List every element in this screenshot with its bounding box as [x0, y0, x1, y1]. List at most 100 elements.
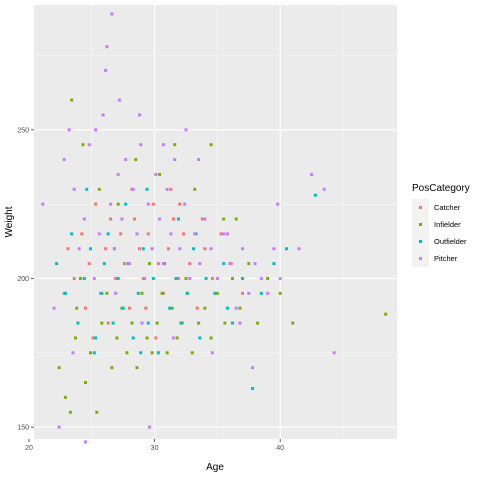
data-point-outfielder: [121, 306, 125, 310]
data-point-pitcher: [198, 262, 202, 266]
data-point-pitcher: [188, 276, 192, 280]
data-point-infielder: [158, 172, 162, 176]
data-point-outfielder: [146, 321, 150, 325]
data-point-pitcher: [104, 68, 108, 72]
data-point-infielder: [89, 351, 93, 355]
data-point-pitcher: [228, 262, 232, 266]
data-point-catcher: [114, 276, 118, 280]
data-point-outfielder: [204, 276, 208, 280]
data-point-outfielder: [136, 291, 140, 295]
data-point-outfielder: [185, 291, 189, 295]
legend-swatch-catcher: [419, 206, 422, 209]
plot-panel: [34, 5, 397, 439]
data-point-infielder: [115, 336, 119, 340]
data-point-pitcher: [183, 202, 187, 206]
data-point-infielder: [384, 312, 388, 316]
x-axis-title: Age: [206, 462, 224, 473]
data-point-infielder: [155, 321, 159, 325]
legend-title: PosCategory: [412, 183, 470, 194]
data-point-pitcher: [146, 202, 150, 206]
data-point-outfielder: [222, 262, 226, 266]
data-point-infielder: [100, 321, 104, 325]
data-point-infielder: [190, 351, 194, 355]
data-point-infielder: [110, 366, 114, 370]
data-point-pitcher: [67, 128, 71, 132]
data-point-infielder: [105, 291, 109, 295]
data-point-pitcher: [322, 187, 326, 191]
data-point-pitcher: [276, 202, 280, 206]
data-point-infielder: [203, 306, 207, 310]
data-point-outfielder: [168, 306, 172, 310]
data-point-infielder: [145, 336, 149, 340]
data-point-pitcher: [253, 262, 257, 266]
data-point-pitcher: [101, 113, 105, 117]
data-points: [41, 12, 388, 444]
legend-label-infielder: Infielder: [434, 220, 461, 229]
y-axis: 150 200 250: [17, 127, 34, 432]
data-point-pitcher: [92, 276, 96, 280]
data-point-outfielder: [89, 247, 93, 251]
data-point-pitcher: [143, 276, 147, 280]
data-point-pitcher: [165, 187, 169, 191]
legend-swatch-pitcher: [419, 257, 422, 260]
data-point-outfielder: [100, 291, 104, 295]
data-point-pitcher: [247, 291, 251, 295]
data-point-pitcher: [83, 440, 87, 444]
data-point-catcher: [91, 336, 95, 340]
data-point-catcher: [166, 247, 170, 251]
data-point-infielder: [209, 143, 213, 147]
data-point-infielder: [197, 321, 201, 325]
data-point-pitcher: [310, 172, 314, 176]
data-point-outfielder: [251, 386, 255, 390]
data-point-catcher: [87, 262, 91, 266]
data-point-outfielder: [198, 336, 202, 340]
data-point-catcher: [176, 276, 180, 280]
data-point-catcher: [83, 306, 87, 310]
data-point-pitcher: [278, 276, 282, 280]
data-point-outfielder: [111, 321, 115, 325]
data-point-pitcher: [94, 128, 98, 132]
data-point-pitcher: [209, 247, 213, 251]
data-point-pitcher: [127, 262, 131, 266]
data-point-pitcher: [77, 247, 81, 251]
data-point-pitcher: [171, 336, 175, 340]
data-point-catcher: [94, 202, 98, 206]
data-point-outfielder: [213, 291, 217, 295]
data-point-infielder: [125, 351, 129, 355]
data-point-infielder: [247, 262, 251, 266]
data-point-outfielder: [124, 202, 128, 206]
data-point-infielder: [209, 336, 213, 340]
data-point-pitcher: [97, 232, 101, 236]
data-point-catcher: [200, 217, 204, 221]
data-point-catcher: [169, 187, 173, 191]
data-point-catcher: [104, 247, 108, 251]
data-point-catcher: [219, 232, 223, 236]
data-point-pitcher: [148, 425, 152, 429]
data-point-infielder: [291, 321, 295, 325]
data-point-outfielder: [179, 321, 183, 325]
data-point-pitcher: [161, 262, 165, 266]
data-point-pitcher: [71, 351, 75, 355]
data-point-pitcher: [124, 158, 128, 162]
data-point-catcher: [146, 232, 150, 236]
legend-label-outfielder: Outfielder: [434, 237, 467, 246]
data-point-outfielder: [141, 247, 145, 251]
data-point-pitcher: [241, 247, 245, 251]
data-point-pitcher: [184, 128, 188, 132]
x-tick-label: 40: [276, 445, 284, 452]
data-point-infielder: [130, 321, 134, 325]
data-point-infielder: [63, 395, 67, 399]
data-point-catcher: [72, 276, 76, 280]
data-point-pitcher: [234, 306, 238, 310]
data-point-pitcher: [222, 232, 226, 236]
data-point-catcher: [66, 247, 70, 251]
data-point-pitcher: [57, 425, 61, 429]
data-point-outfielder: [313, 193, 317, 197]
data-point-infielder: [57, 366, 61, 370]
data-point-catcher: [241, 291, 245, 295]
data-point-pitcher: [62, 158, 66, 162]
data-point-infielder: [170, 306, 174, 310]
data-point-pitcher: [158, 217, 162, 221]
data-point-pitcher: [112, 247, 116, 251]
